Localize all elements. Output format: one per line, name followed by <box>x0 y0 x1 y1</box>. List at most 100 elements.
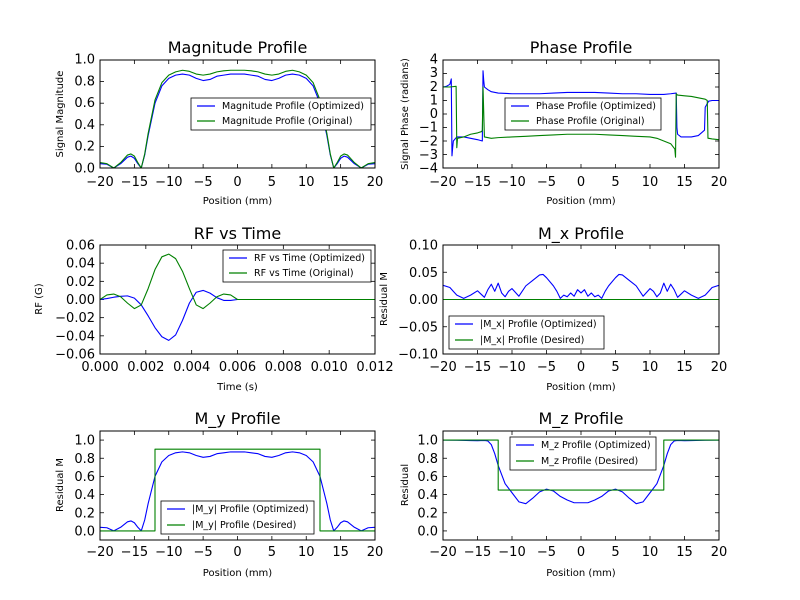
y-tick-label: 0.4 <box>74 488 95 503</box>
y-axis-label: Residual M <box>379 272 390 326</box>
series-line-green <box>443 439 719 491</box>
series-lines <box>443 70 719 158</box>
x-tick-label: 5 <box>268 545 276 560</box>
x-tick-label: 0 <box>233 175 241 190</box>
x-tick-labels: −20 −15 −10 −5 0 5 10 15 20 <box>429 175 727 190</box>
x-tick-label: −5 <box>537 175 556 190</box>
y-tick-label: −0.02 <box>55 311 95 326</box>
y-tick-label: 0.2 <box>417 506 438 521</box>
x-axis-label: Time (s) <box>216 382 258 393</box>
x-tick-label: −5 <box>194 175 213 190</box>
legend-label: M_z Profile (Desired) <box>541 456 638 467</box>
x-tick-label: 0 <box>577 175 585 190</box>
y-tick-label: 0.8 <box>74 452 95 467</box>
x-tick-label: 0 <box>577 545 585 560</box>
series-lines <box>443 273 719 301</box>
series-lines <box>100 69 375 168</box>
plot-frame <box>99 244 376 355</box>
x-tick-label: −10 <box>498 545 525 560</box>
x-tick-labels: 0.000 0.002 0.004 0.006 0.008 0.010 0.01… <box>81 360 393 375</box>
y-tick-labels: −4 −3 −2 −1 0 1 2 3 4 <box>419 53 438 177</box>
y-tick-label: 0.10 <box>409 239 438 254</box>
legend-box <box>504 97 662 131</box>
series-lines <box>100 253 375 341</box>
x-tick-label: −20 <box>86 545 113 560</box>
y-tick-label: −0.06 <box>55 348 95 363</box>
series-line-blue <box>100 451 375 532</box>
y-tick-labels: 0.0 0.2 0.4 0.6 0.8 1.0 <box>74 434 95 540</box>
x-tick-label: 5 <box>268 175 276 190</box>
y-tick-label: 1.0 <box>74 434 95 449</box>
y-tick-label: 0.4 <box>74 118 95 133</box>
y-tick-label: 0 <box>430 107 438 122</box>
y-tick-label: 4 <box>430 53 438 68</box>
x-tick-label: 0.004 <box>173 360 210 375</box>
y-tick-label: 2 <box>430 80 438 95</box>
legend-label: |M_y| Profile (Optimized) <box>192 504 309 515</box>
x-tick-label: 0.012 <box>356 360 393 375</box>
plot-frame <box>442 244 720 355</box>
y-tick-label: 0.4 <box>417 488 438 503</box>
y-tick-label: −0.05 <box>398 320 438 335</box>
x-tick-label: 0.006 <box>219 360 256 375</box>
x-tick-label: −20 <box>429 360 456 375</box>
series-lines <box>443 439 719 505</box>
x-tick-label: 15 <box>676 360 693 375</box>
legend-box <box>509 436 657 471</box>
series-line-blue <box>443 70 719 157</box>
x-axis-label: Position (mm) <box>546 568 615 579</box>
x-tick-label: 15 <box>332 175 349 190</box>
plot-frame <box>442 430 720 541</box>
x-tick-label: −15 <box>121 175 148 190</box>
plot-frame <box>99 430 376 541</box>
x-tick-label: 15 <box>332 545 349 560</box>
y-tick-label: −4 <box>419 162 438 177</box>
y-tick-label: 0.06 <box>66 239 95 254</box>
subplot-mz: M_z Profile Position (mm) Residual −20 −… <box>400 409 727 579</box>
y-tick-label: −3 <box>419 148 438 163</box>
subplot-rf: RF vs Time Time (s) RF (G) 0.000 0.002 0… <box>34 224 394 393</box>
subplot-my: M_y Profile Position (mm) Residual M −20… <box>55 409 383 579</box>
legend-box <box>222 249 372 283</box>
series-line-blue <box>443 439 719 505</box>
legend-label: M_z Profile (Optimized) <box>541 440 651 451</box>
x-axis-label: Position (mm) <box>546 196 615 207</box>
x-tick-label: −15 <box>464 360 491 375</box>
x-tick-labels: −20 −15 −10 −5 0 5 10 15 20 <box>86 545 383 560</box>
series-line-green <box>100 69 375 168</box>
x-tick-label: −5 <box>194 545 213 560</box>
legend-label: |M_x| Profile (Desired) <box>480 335 584 346</box>
y-tick-label: 1.0 <box>74 53 95 68</box>
x-tick-label: −20 <box>429 545 456 560</box>
y-axis-label: RF (G) <box>34 283 45 315</box>
x-tick-label: 0 <box>233 545 241 560</box>
legend-label: |M_x| Profile (Optimized) <box>480 319 597 330</box>
x-tick-label: 0.000 <box>81 360 118 375</box>
y-tick-label: 3 <box>430 66 438 81</box>
chart-title: RF vs Time <box>194 224 281 243</box>
legend-label: |M_y| Profile (Desired) <box>192 520 296 531</box>
x-tick-label: 0.008 <box>265 360 302 375</box>
x-tick-label: 10 <box>298 175 315 190</box>
x-tick-label: −15 <box>464 175 491 190</box>
legend-label: Magnitude Profile (Original) <box>222 116 353 127</box>
x-tick-label: 15 <box>676 175 693 190</box>
legend-label: RF vs Time (Optimized) <box>254 253 365 264</box>
x-tick-label: 0.010 <box>311 360 348 375</box>
y-tick-label: 1.0 <box>417 434 438 449</box>
y-tick-labels: −0.06 −0.04 −0.02 0.00 0.02 0.04 0.06 <box>55 239 95 363</box>
x-tick-label: −5 <box>537 545 556 560</box>
y-tick-label: 0.6 <box>74 470 95 485</box>
x-tick-label: −20 <box>86 175 113 190</box>
x-tick-label: 10 <box>642 175 659 190</box>
x-tick-label: −10 <box>155 175 182 190</box>
x-tick-label: −15 <box>464 545 491 560</box>
x-tick-label: 10 <box>642 360 659 375</box>
y-tick-label: 0.8 <box>74 74 95 89</box>
y-tick-labels: −0.10 −0.05 0.00 0.05 0.10 <box>398 239 438 363</box>
legend: Magnitude Profile (Optimized) Magnitude … <box>190 97 372 131</box>
y-axis-label: Signal Magnitude <box>55 71 66 158</box>
subplot-phase: Phase Profile Position (mm) Signal Phase… <box>400 38 727 207</box>
legend: Phase Profile (Optimized) Phase Profile … <box>504 97 662 131</box>
x-tick-label: −10 <box>498 360 525 375</box>
